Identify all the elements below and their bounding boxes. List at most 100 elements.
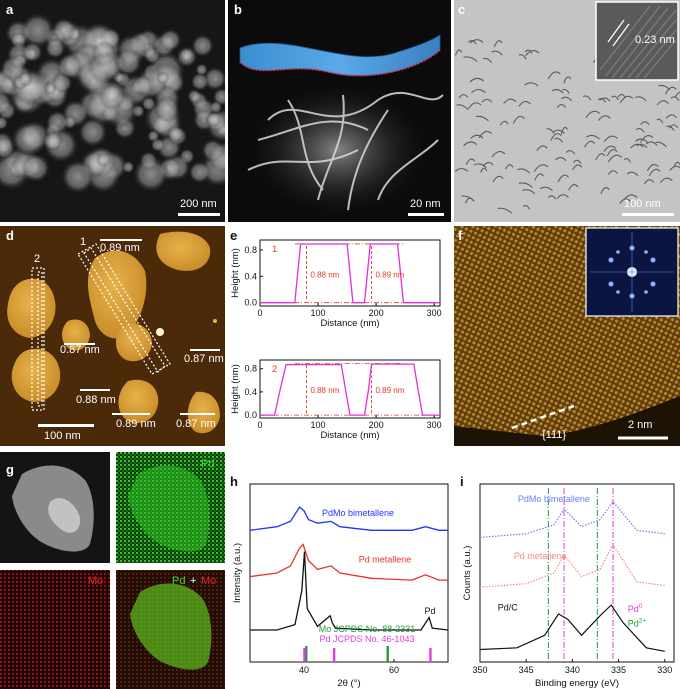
panel-d-afm: d 2 1 0.89 nm 0.87 nm 0.87 nm 0.88 nm 0.…	[0, 226, 225, 446]
xrd-series-2	[250, 551, 449, 631]
panel-label-i: i	[460, 474, 464, 489]
profile-marker: 1	[272, 244, 277, 255]
height-label-1: 0.89 nm	[100, 242, 140, 254]
panel-c-image	[454, 0, 680, 222]
panel-label-f: f	[458, 228, 463, 243]
profile-1-frame	[259, 239, 441, 307]
height-profiles-chart: 0 100 200 300 0.0 0.4 0.8 Distance (nm) Height (…	[230, 239, 442, 441]
panel-i-xps: i 350 345 340 335 330 Binding energy (eV) Coun…	[458, 452, 680, 689]
height-label-6: 0.87 nm	[176, 418, 216, 430]
y-axis-label: Counts (a.u.)	[462, 546, 473, 601]
panel-label-a: a	[6, 2, 14, 17]
eds-pd-label: Pd	[201, 458, 215, 470]
height-label-2: 0.87 nm	[60, 344, 100, 356]
height-annotation: 0.88 nm	[310, 386, 339, 395]
panel-a-sem: a 200 nm	[0, 0, 225, 222]
panel-a-image	[0, 0, 225, 222]
panel-label-h: h	[230, 474, 238, 489]
xrd-series-label: Pd	[424, 606, 435, 616]
scale-bar-a	[178, 213, 220, 216]
x-tick-label: 100	[311, 420, 326, 430]
panel-b-image	[228, 0, 451, 222]
x-tick-label: 300	[427, 308, 442, 318]
x-tick-label: 300	[427, 420, 442, 430]
x-axis-label: 2θ (°)	[337, 678, 360, 689]
facet-label: {111}	[542, 429, 567, 441]
panel-b-tem: b 20 nm	[228, 0, 451, 222]
profile-1-trace	[260, 243, 440, 304]
profile-marker: 2	[272, 364, 277, 375]
ref-line	[429, 648, 432, 662]
xrd-series-label: Pd metallene	[359, 554, 412, 564]
height-label-3: 0.87 nm	[184, 353, 224, 365]
y-tick-label: 0.8	[244, 245, 257, 255]
panel-f-hrtem: f {111} 2 nm	[454, 226, 680, 446]
x-tick-label: 0	[257, 308, 262, 318]
panel-d-image	[0, 226, 225, 446]
eds-overlay-pd-label: Pd	[172, 575, 186, 587]
x-tick-label: 345	[519, 665, 534, 675]
eds-mo-label: Mo	[88, 575, 104, 587]
profile-2-trace	[260, 363, 440, 416]
panel-h-xrd: h 40 60 2θ (°) Intensity (a.u.) PdMo bimetal…	[228, 452, 456, 689]
xps-frame	[479, 483, 675, 663]
xps-series-2	[479, 604, 665, 652]
ref-label: Mo JCPDS No. 88-2331	[319, 624, 416, 634]
height-annotation: 0.89 nm	[375, 271, 404, 280]
pd0-superscript: 0	[639, 603, 643, 610]
xrd-series-0	[249, 506, 448, 531]
ref-line	[386, 646, 389, 662]
y-axis-label: Height (nm)	[230, 248, 241, 298]
scale-label-c: 100 nm	[624, 198, 661, 210]
panel-c-tem: c 0.23 nm 100 nm	[454, 0, 680, 222]
lattice-spacing-label: 0.23 nm	[635, 34, 675, 46]
ref-label: Pd JCPDS No. 46-1043	[319, 634, 414, 644]
pd0-label: Pd	[628, 604, 639, 614]
panel-g-image	[0, 452, 225, 689]
y-axis-label: Height (nm)	[230, 364, 241, 414]
panel-e-profiles: e 0 100 200 300 0.0 0.4 0.8 Distance (nm) Height…	[228, 226, 450, 446]
panel-label-g: g	[6, 462, 14, 477]
y-tick-label: 0.4	[244, 387, 257, 397]
xrd-chart: 40 60 2θ (°) Intensity (a.u.) PdMo bimetalle…	[232, 483, 449, 689]
scale-bar-c	[622, 213, 674, 216]
profile-line-2-label: 2	[34, 253, 41, 265]
pd2-label: Pd	[628, 618, 639, 628]
scale-label-b: 20 nm	[410, 198, 441, 210]
scale-label-f: 2 nm	[628, 419, 653, 431]
scale-bar-b	[408, 213, 444, 216]
xrd-series-1	[249, 543, 448, 581]
x-tick-label: 340	[565, 665, 580, 675]
panel-label-e: e	[230, 228, 238, 243]
panel-label-d: d	[6, 228, 14, 243]
profile-2-frame	[259, 359, 441, 419]
x-axis-label: Binding energy (eV)	[535, 678, 619, 689]
xps-series-1	[479, 543, 665, 588]
scale-label-a: 200 nm	[180, 198, 217, 210]
eds-overlay-plus: +	[190, 575, 197, 587]
x-tick-label: 200	[369, 308, 384, 318]
panel-g-eds: g Pd Mo Pd + Mo	[0, 452, 225, 689]
height-annotation: 0.88 nm	[310, 271, 339, 280]
xps-series-0	[479, 500, 665, 538]
ref-line	[305, 646, 308, 662]
panel-f-image	[454, 226, 680, 446]
x-tick-label: 100	[311, 308, 326, 318]
x-tick-label: 60	[389, 665, 399, 675]
height-label-4: 0.88 nm	[76, 394, 116, 406]
x-tick-label: 200	[369, 420, 384, 430]
height-annotation: 0.89 nm	[375, 386, 404, 395]
y-tick-label: 0.0	[244, 298, 257, 308]
panel-label-c: c	[458, 2, 466, 17]
x-tick-label: 335	[611, 665, 626, 675]
x-tick-label: 350	[472, 665, 487, 675]
y-tick-label: 0.0	[244, 410, 257, 420]
x-tick-label: 40	[299, 665, 309, 675]
x-axis-label: Distance (nm)	[320, 430, 379, 441]
panel-label-b: b	[234, 2, 242, 17]
profile-line-1-label: 1	[80, 236, 87, 248]
xrd-series-label: PdMo bimetallene	[322, 508, 394, 518]
x-tick-label: 0	[257, 420, 262, 430]
eds-overlay-mo-label: Mo	[201, 575, 217, 587]
xps-series-label: PdMo bimetallene	[518, 494, 590, 504]
